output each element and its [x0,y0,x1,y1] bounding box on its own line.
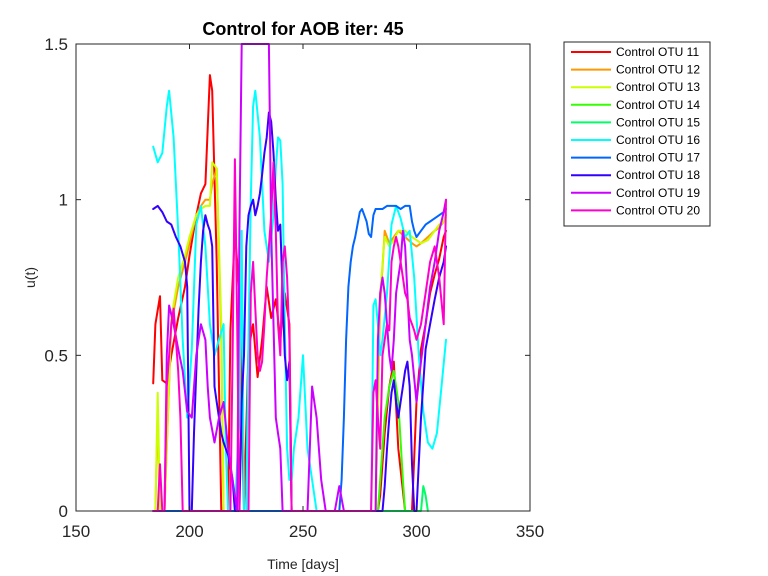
y-tick-label: 1.5 [44,35,68,54]
legend-label: Control OTU 14 [616,98,700,112]
x-tick-label: 150 [62,522,90,541]
x-tick-label: 350 [516,522,544,541]
legend-label: Control OTU 12 [616,63,700,77]
tick-layer: 150 200 250 300 350 0 0.5 1 1.5 [44,35,544,541]
x-tick-label: 300 [402,522,430,541]
y-tick-label: 0 [59,502,68,521]
legend-label: Control OTU 17 [616,151,700,165]
y-tick-label: 1 [59,191,68,210]
chart-title: Control for AOB iter: 45 [202,19,403,39]
plot-area [76,44,530,511]
series-line-7 [152,204,447,512]
x-tick-label: 250 [289,522,317,541]
legend-label: Control OTU 13 [616,80,700,94]
y-axis-label: u(t) [22,267,38,288]
legend-label: Control OTU 16 [616,133,700,147]
legend-label: Control OTU 19 [616,186,700,200]
legend: Control OTU 11 Control OTU 12 Control OTU … [563,41,711,227]
series-line-8 [152,111,447,512]
y-tick-label: 0.5 [44,346,68,365]
legend-label: Control OTU 20 [616,203,700,217]
legend-box [563,41,711,227]
x-tick-label: 200 [175,522,203,541]
x-axis-label: Time [days] [267,556,339,572]
legend-label: Control OTU 15 [616,115,700,129]
legend-label: Control OTU 18 [616,168,700,182]
legend-label: Control OTU 11 [616,45,699,59]
